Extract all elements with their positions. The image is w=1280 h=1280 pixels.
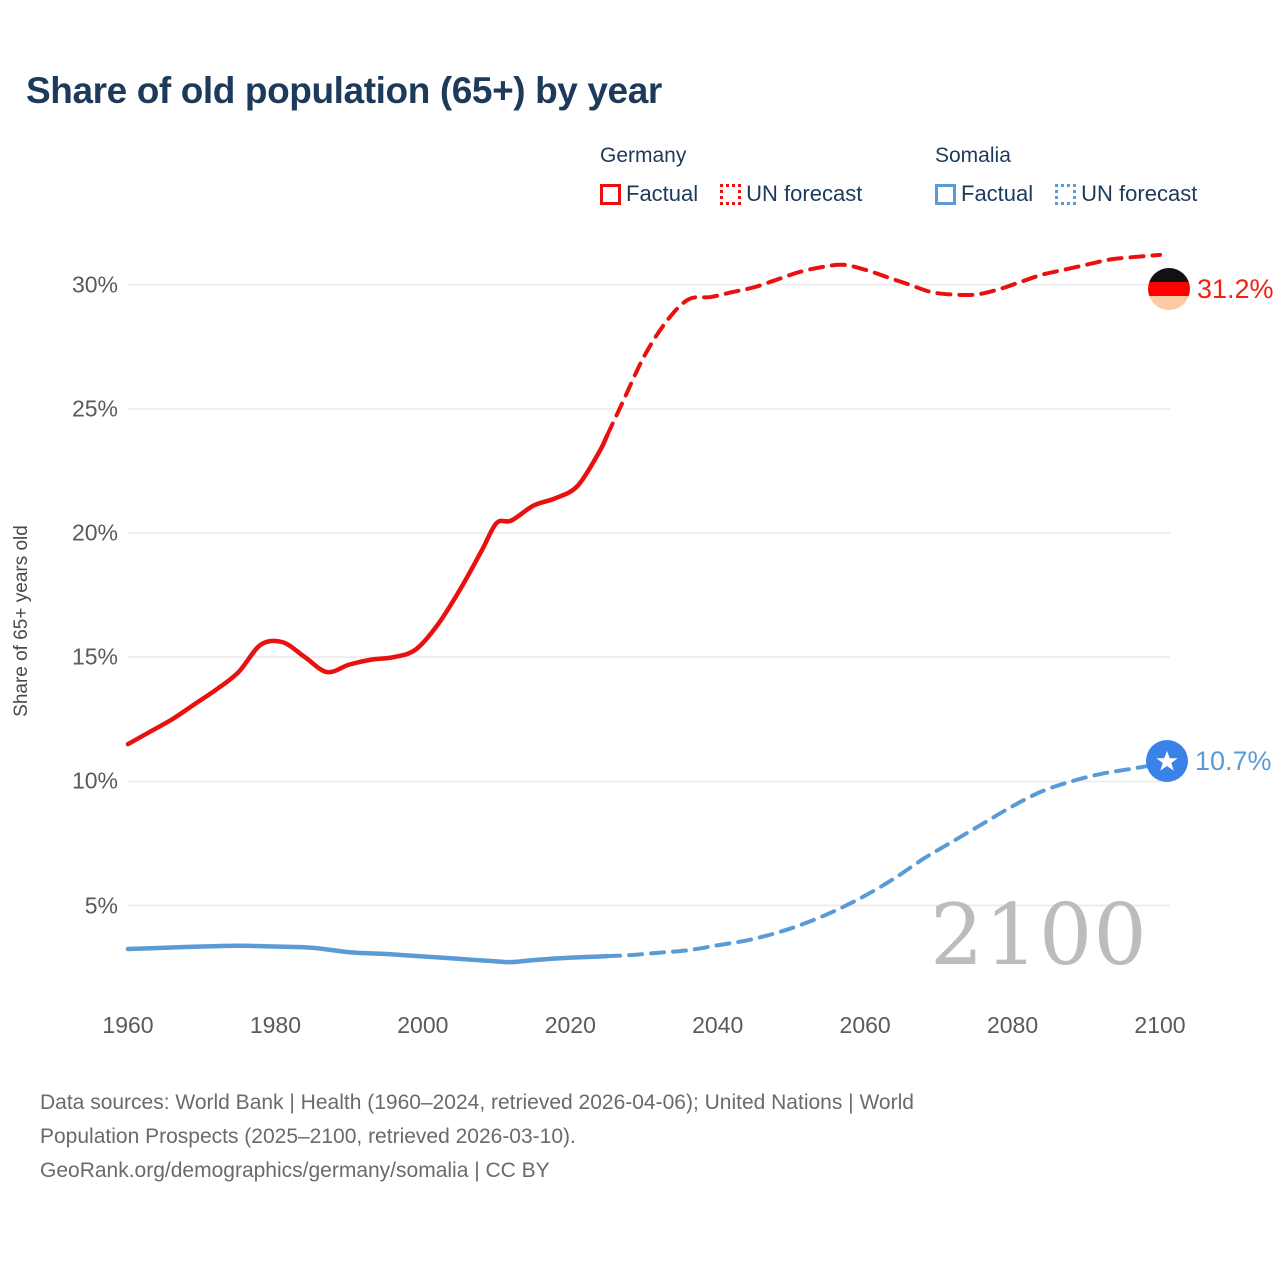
series-line-germany-factual (125, 433, 610, 747)
endpoint-somalia: 10.7% (1146, 740, 1272, 782)
x-tick-label: 2000 (397, 1012, 449, 1038)
legend-group-germany: Germany Factual UN forecast (600, 143, 862, 205)
legend-item-somalia-factual[interactable]: Factual (935, 183, 1033, 205)
series-line-somalia-forecast (605, 761, 1162, 959)
legend-label-somalia-factual: Factual (961, 181, 1034, 206)
x-tick-label: 2060 (839, 1012, 891, 1038)
legend-country-somalia: Somalia (935, 144, 1011, 167)
somalia-flag-icon (1146, 740, 1188, 782)
plot-area: Share of 65+ years old 5% 10% 15% 20% 25% 30%… (0, 0, 1280, 1060)
legend-label-germany-factual: Factual (626, 181, 699, 206)
x-tick-label: 2040 (692, 1012, 744, 1038)
legend-swatch-dotted-icon (720, 183, 742, 205)
x-tick-label: 2100 (1134, 1012, 1186, 1038)
page-title: Share of old population (65+) by year (26, 70, 662, 111)
x-axis-ticks: 1960 1980 2000 2020 2040 2060 2080 2100 (0, 1012, 1280, 1052)
series-line-germany-forecast (605, 252, 1162, 438)
endpoint-value-germany: 31.2% (1197, 273, 1274, 304)
footer-line-1: Data sources: World Bank | Health (1960–… (40, 1091, 914, 1114)
endpoint-germany: 31.2% (1148, 268, 1274, 310)
legend-item-germany-forecast[interactable]: UN forecast (720, 183, 862, 205)
chart-canvas (125, 252, 1170, 965)
y-tick-label: 10% (71, 767, 118, 794)
legend-item-somalia-forecast[interactable]: UN forecast (1055, 183, 1197, 205)
footer-line-2: Population Prospects (2025–2100, retriev… (40, 1125, 576, 1148)
legend-group-somalia: Somalia Factual UN forecast (935, 143, 1197, 205)
legend-swatch-dotted-icon (1055, 183, 1077, 205)
y-tick-label: 20% (71, 519, 118, 546)
y-tick-label: 30% (71, 271, 118, 298)
footer-line-3: GeoRank.org/demographics/germany/somalia… (40, 1159, 550, 1182)
legend-label-somalia-forecast: UN forecast (1081, 181, 1198, 206)
year-watermark: 2100 (930, 886, 1148, 984)
footer-sources: Data sources: World Bank | Health (1960–… (40, 1086, 1240, 1188)
legend-label-germany-forecast: UN forecast (746, 181, 863, 206)
x-tick-label: 1960 (102, 1012, 154, 1038)
y-tick-label: 25% (71, 395, 118, 422)
legend-country-germany: Germany (600, 144, 687, 167)
y-tick-label: 5% (84, 892, 118, 919)
x-tick-label: 1980 (249, 1012, 302, 1038)
chart-legend: Germany Factual UN forecast Somalia Fact… (600, 143, 1260, 221)
legend-swatch-solid-icon (935, 183, 956, 205)
y-tick-label: 15% (71, 643, 118, 670)
x-tick-label: 2020 (544, 1012, 596, 1038)
legend-swatch-solid-icon (600, 183, 621, 205)
x-tick-label: 2080 (986, 1012, 1039, 1038)
endpoint-value-somalia: 10.7% (1195, 745, 1272, 776)
y-axis-ticks: 5% 10% 15% 20% 25% 30% (32, 0, 118, 1060)
legend-item-germany-factual[interactable]: Factual (600, 183, 698, 205)
gridlines (128, 283, 1170, 907)
germany-flag-icon (1148, 268, 1190, 310)
series-line-somalia-factual (125, 943, 610, 965)
data-series-layer (125, 252, 1162, 965)
